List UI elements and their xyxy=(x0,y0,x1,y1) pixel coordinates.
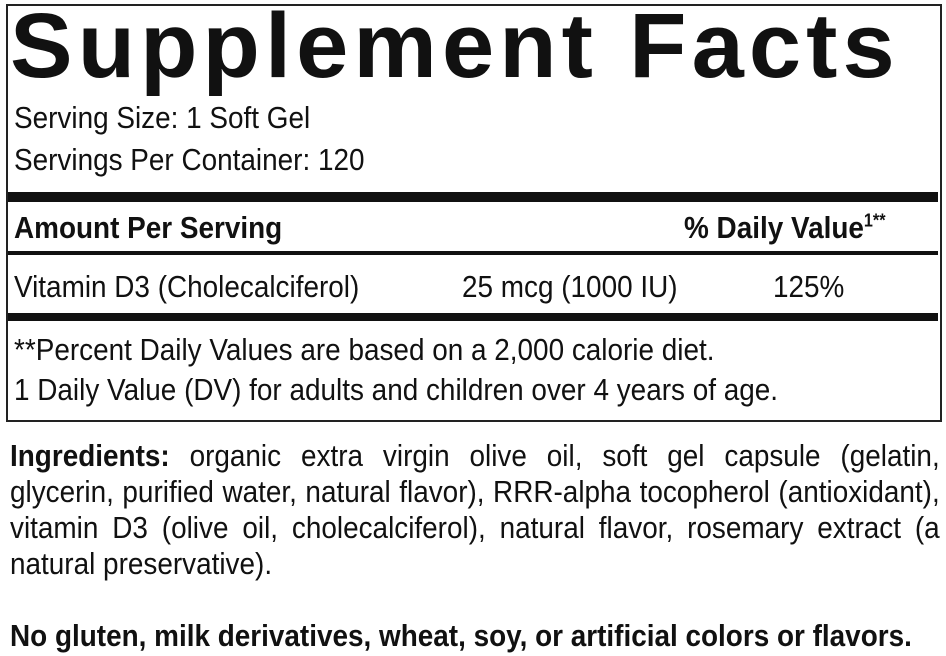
thick-divider xyxy=(8,313,938,321)
daily-value-label: % Daily Value xyxy=(684,210,864,245)
footnote: 1 Daily Value (DV) for adults and childr… xyxy=(14,372,779,407)
amount-per-serving-header: Amount Per Serving xyxy=(14,210,283,245)
ingredients-label: Ingredients: xyxy=(10,438,170,473)
ingredients: Ingredients: organic extra virgin olive … xyxy=(10,438,940,582)
daily-value-footnote-mark: 1** xyxy=(863,210,886,231)
supplement-facts-panel xyxy=(6,4,942,422)
thin-divider xyxy=(8,251,938,255)
nutrient-dv: 125% xyxy=(773,269,845,304)
ingredients-text: organic extra virgin olive oil, soft gel… xyxy=(10,438,940,581)
allergen-statement: No gluten, milk derivatives, wheat, soy,… xyxy=(10,618,912,653)
panel-title: Supplement Facts xyxy=(10,0,900,97)
servings-per-container: Servings Per Container: 120 xyxy=(14,142,365,177)
nutrient-name: Vitamin D3 (Cholecalciferol) xyxy=(14,269,360,304)
daily-value-header: % Daily Value1** xyxy=(684,210,886,246)
serving-size: Serving Size: 1 Soft Gel xyxy=(14,100,311,135)
nutrient-amount: 25 mcg (1000 IU) xyxy=(462,269,678,304)
thick-divider xyxy=(8,192,938,202)
footnote: **Percent Daily Values are based on a 2,… xyxy=(14,332,715,367)
